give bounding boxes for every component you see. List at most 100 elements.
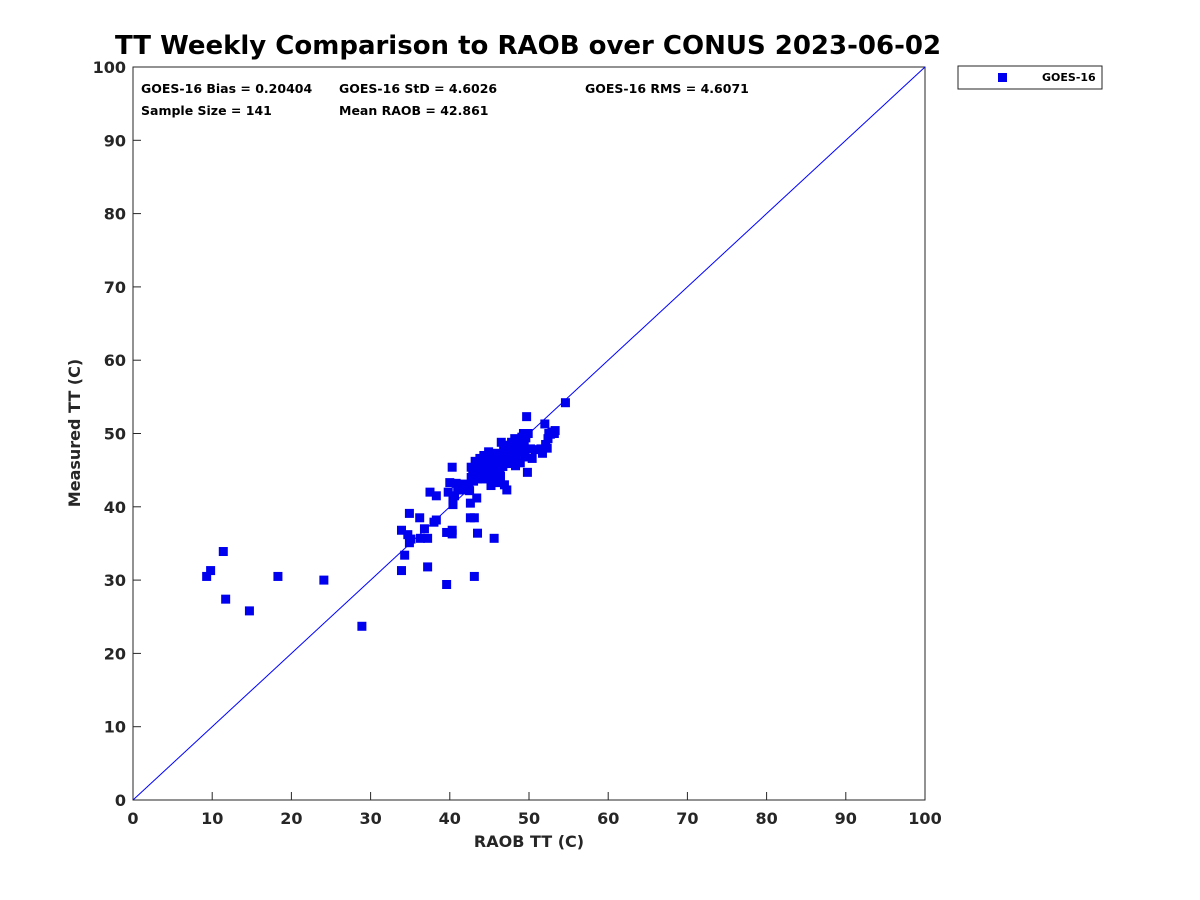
y-tick-label: 20 <box>104 644 126 663</box>
data-point <box>484 447 494 457</box>
data-point <box>470 456 480 466</box>
x-tick-label: 20 <box>280 809 302 828</box>
data-point <box>442 579 452 589</box>
data-point <box>499 480 509 490</box>
data-point <box>522 467 532 477</box>
data-point <box>486 481 496 491</box>
x-tick-label: 90 <box>835 809 857 828</box>
x-axis-label: RAOB TT (C) <box>474 832 584 851</box>
data-point <box>406 534 416 544</box>
y-tick-label: 40 <box>104 498 126 517</box>
data-point <box>400 550 410 560</box>
data-point <box>447 529 457 539</box>
statistics-annotations: GOES-16 Bias = 0.20404 GOES-16 StD = 4.6… <box>141 81 749 118</box>
data-point <box>431 491 441 501</box>
data-point <box>469 513 479 523</box>
data-point <box>542 443 552 453</box>
data-point <box>496 437 506 447</box>
y-tick-label: 30 <box>104 571 126 590</box>
data-point <box>415 533 425 543</box>
data-point <box>469 571 479 581</box>
y-axis-label: Measured TT (C) <box>65 359 84 507</box>
data-point <box>471 464 481 474</box>
data-point <box>472 493 482 503</box>
data-point <box>206 566 216 576</box>
data-point <box>423 562 433 572</box>
x-tick-label: 80 <box>755 809 777 828</box>
x-tick-label: 70 <box>676 809 698 828</box>
y-tick-label: 100 <box>93 58 126 77</box>
data-point <box>503 457 513 467</box>
data-point <box>518 444 528 454</box>
data-point <box>523 429 533 438</box>
data-point <box>415 513 425 523</box>
data-point <box>492 448 502 458</box>
data-point <box>465 498 475 508</box>
x-tick-label: 100 <box>908 809 941 828</box>
data-point <box>560 398 570 408</box>
data-point <box>520 452 530 462</box>
legend-box <box>957 65 1103 90</box>
data-point <box>445 478 455 488</box>
data-point <box>465 486 475 496</box>
data-point <box>550 426 560 436</box>
data-point <box>489 533 499 543</box>
data-point <box>510 434 520 444</box>
data-point <box>540 419 550 429</box>
std-annotation: GOES-16 StD = 4.6026 <box>339 81 497 96</box>
data-point <box>443 487 453 497</box>
x-tick-label: 40 <box>439 809 461 828</box>
data-point <box>502 485 512 495</box>
axis-ticks: 0 10 20 30 40 50 60 70 80 90 100 0 10 20 30 40 50 60 70 80 9… <box>93 58 942 828</box>
data-point <box>396 525 406 535</box>
data-point <box>480 464 490 474</box>
data-point <box>273 571 283 581</box>
data-point <box>419 524 429 534</box>
data-point <box>396 566 406 576</box>
legend-entry-goes-16: GOES-16 <box>1042 71 1096 84</box>
data-points <box>202 398 570 631</box>
data-point <box>522 412 532 422</box>
mean-raob-annotation: Mean RAOB = 42.861 <box>339 103 488 118</box>
data-point <box>319 575 329 585</box>
legend-marker <box>998 73 1007 82</box>
data-point <box>425 487 435 497</box>
data-point <box>537 448 547 458</box>
data-point <box>511 461 521 471</box>
data-point <box>442 527 452 537</box>
data-point <box>526 444 536 454</box>
y-tick-label: 50 <box>104 425 126 444</box>
data-point <box>447 462 457 472</box>
data-point <box>431 515 441 525</box>
data-point <box>527 453 537 463</box>
data-point <box>357 621 367 631</box>
data-point <box>448 500 458 510</box>
rms-annotation: GOES-16 RMS = 4.6071 <box>585 81 749 96</box>
data-point <box>202 571 212 581</box>
sample-size-annotation: Sample Size = 141 <box>141 103 272 118</box>
legend: GOES-16 <box>957 65 1103 90</box>
bias-annotation: GOES-16 Bias = 0.20404 <box>141 81 312 96</box>
chart-title: TT Weekly Comparison to RAOB over CONUS … <box>115 31 941 61</box>
data-point <box>221 594 231 604</box>
data-point <box>491 471 501 481</box>
data-point <box>404 508 414 518</box>
data-point <box>493 478 503 488</box>
y-tick-label: 70 <box>104 278 126 297</box>
x-tick-label: 10 <box>201 809 223 828</box>
data-point <box>218 547 228 557</box>
data-point <box>450 491 460 501</box>
data-point <box>473 528 483 538</box>
data-point <box>515 458 525 468</box>
data-point <box>244 606 254 616</box>
y-tick-label: 90 <box>104 131 126 150</box>
y-tick-label: 60 <box>104 351 126 370</box>
data-point <box>464 480 474 490</box>
x-tick-label: 50 <box>518 809 540 828</box>
x-tick-label: 0 <box>127 809 138 828</box>
x-tick-label: 60 <box>597 809 619 828</box>
y-tick-label: 10 <box>104 718 126 737</box>
x-tick-label: 30 <box>359 809 381 828</box>
